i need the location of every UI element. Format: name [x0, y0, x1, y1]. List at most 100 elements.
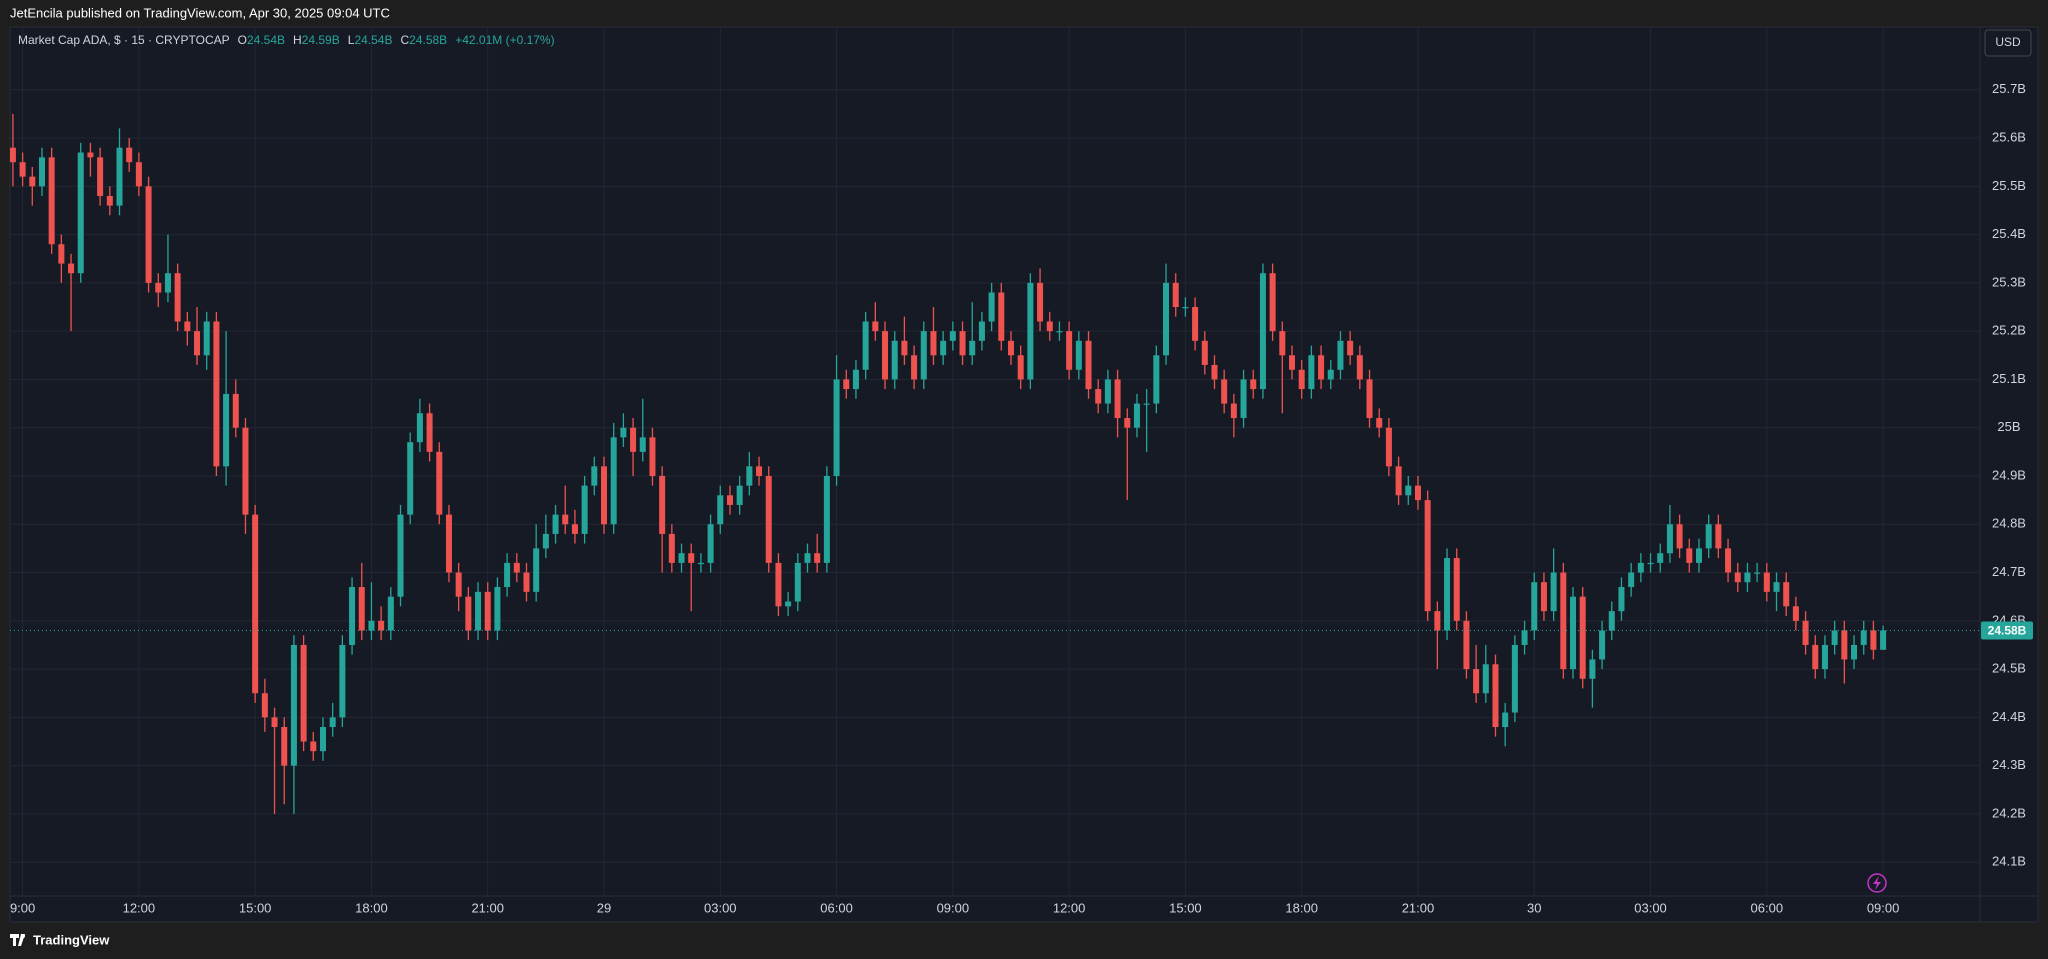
candle-body [998, 292, 1005, 341]
candle-body [1831, 630, 1838, 645]
candle-body [901, 340, 908, 356]
candle-body [804, 553, 811, 563]
candle-body [1327, 369, 1334, 380]
candle-body [1463, 620, 1470, 670]
flash-icon[interactable] [1867, 873, 1887, 893]
candle-body [194, 331, 201, 356]
candle-body [1492, 664, 1499, 728]
legend-value: 24.58B [409, 33, 447, 47]
x-tick-label: 21:00 [471, 900, 504, 915]
x-tick-label: 15:00 [1169, 900, 1202, 915]
candle-body [232, 393, 239, 428]
x-tick-label: 29 [597, 900, 611, 915]
y-tick-label: 24.4B [1992, 709, 2026, 724]
candle-body [1444, 558, 1451, 631]
candle-body [1657, 553, 1664, 563]
candle-body [1356, 355, 1363, 380]
candle-body [339, 644, 346, 718]
candle-body [833, 379, 840, 476]
candle-body [1376, 418, 1383, 428]
candle-body [68, 263, 75, 274]
legend-value: 24.59B [302, 33, 340, 47]
candle-body [416, 413, 423, 443]
candle-body [242, 427, 249, 515]
candle-body [659, 475, 666, 534]
legend-key: L [348, 33, 355, 47]
candle-body [1133, 403, 1140, 428]
currency-label[interactable]: USD [1995, 35, 2021, 49]
candle-body [620, 427, 627, 438]
y-tick-label: 24.7B [1992, 564, 2026, 579]
candle-body [1647, 562, 1654, 565]
publish-header: JetEncila published on TradingView.com, … [10, 5, 390, 20]
candle-body [697, 562, 704, 565]
candle-body [319, 727, 326, 752]
last-price-box [1981, 621, 2033, 640]
y-tick-label: 24.5B [1992, 661, 2026, 676]
candle-body [1802, 620, 1809, 645]
flash-circle[interactable] [1867, 873, 1887, 893]
currency-button[interactable] [1984, 29, 2032, 57]
candle-body [1037, 282, 1044, 322]
candle-body [223, 393, 230, 467]
candle-body [368, 620, 375, 631]
candle-body [1773, 582, 1780, 592]
last-price-label: 24.58B [1988, 624, 2027, 638]
candle-body [213, 321, 220, 467]
candle-body [1221, 379, 1228, 404]
x-tick-label: 06:00 [820, 900, 853, 915]
legend-key: C [400, 33, 409, 47]
candle-body [329, 717, 336, 728]
candle-body [349, 587, 356, 645]
candle-body [610, 437, 617, 525]
candle-body [1182, 307, 1189, 309]
candle-body [940, 340, 947, 356]
candle-body [1550, 572, 1557, 612]
candle-body [48, 157, 55, 245]
candle-body [1027, 282, 1034, 380]
legend-value: 24.54B [247, 33, 285, 47]
legend-value: 24.54B [354, 33, 392, 47]
candle-body [843, 379, 850, 390]
candle-body [1851, 644, 1858, 660]
candle-body [630, 427, 637, 452]
candle-body [135, 162, 142, 187]
flash-bolt[interactable] [1873, 876, 1881, 890]
candle-body [436, 451, 443, 515]
candle-body [1725, 548, 1732, 573]
candle-body [1007, 340, 1014, 356]
candle-body [542, 533, 549, 549]
candle-body [300, 644, 307, 742]
candle-body [1366, 379, 1373, 419]
candle-body [1114, 379, 1121, 419]
candle-body [1434, 611, 1441, 631]
candle-body [1250, 379, 1257, 390]
y-tick-label: 24.8B [1992, 516, 2026, 531]
candle-body [310, 741, 317, 752]
x-tick-label: 30 [1527, 900, 1541, 915]
candle-body [1085, 340, 1092, 390]
candle-body [668, 533, 675, 563]
candle-body [978, 321, 985, 341]
candle-body [1269, 273, 1276, 332]
candle-body [106, 195, 113, 206]
candle-body [1589, 659, 1596, 679]
candle-body [1347, 340, 1354, 356]
x-tick-label: 15:00 [239, 900, 272, 915]
candle-body [1017, 355, 1024, 380]
candle-body [203, 321, 210, 356]
candle-body [1618, 587, 1625, 612]
candle-body [1870, 630, 1877, 650]
candle-body [707, 524, 714, 563]
candle-body [164, 273, 171, 293]
candle-body [1637, 562, 1644, 573]
candle-body [765, 475, 772, 563]
x-tick-label: 12:00 [1053, 900, 1086, 915]
candle-body [87, 152, 94, 158]
candle-body [407, 442, 414, 515]
candle-body [1153, 355, 1160, 404]
legend-change: +42.01M (+0.17%) [455, 33, 554, 47]
x-tick-label: 12:00 [123, 900, 156, 915]
candle-body [1783, 582, 1790, 607]
